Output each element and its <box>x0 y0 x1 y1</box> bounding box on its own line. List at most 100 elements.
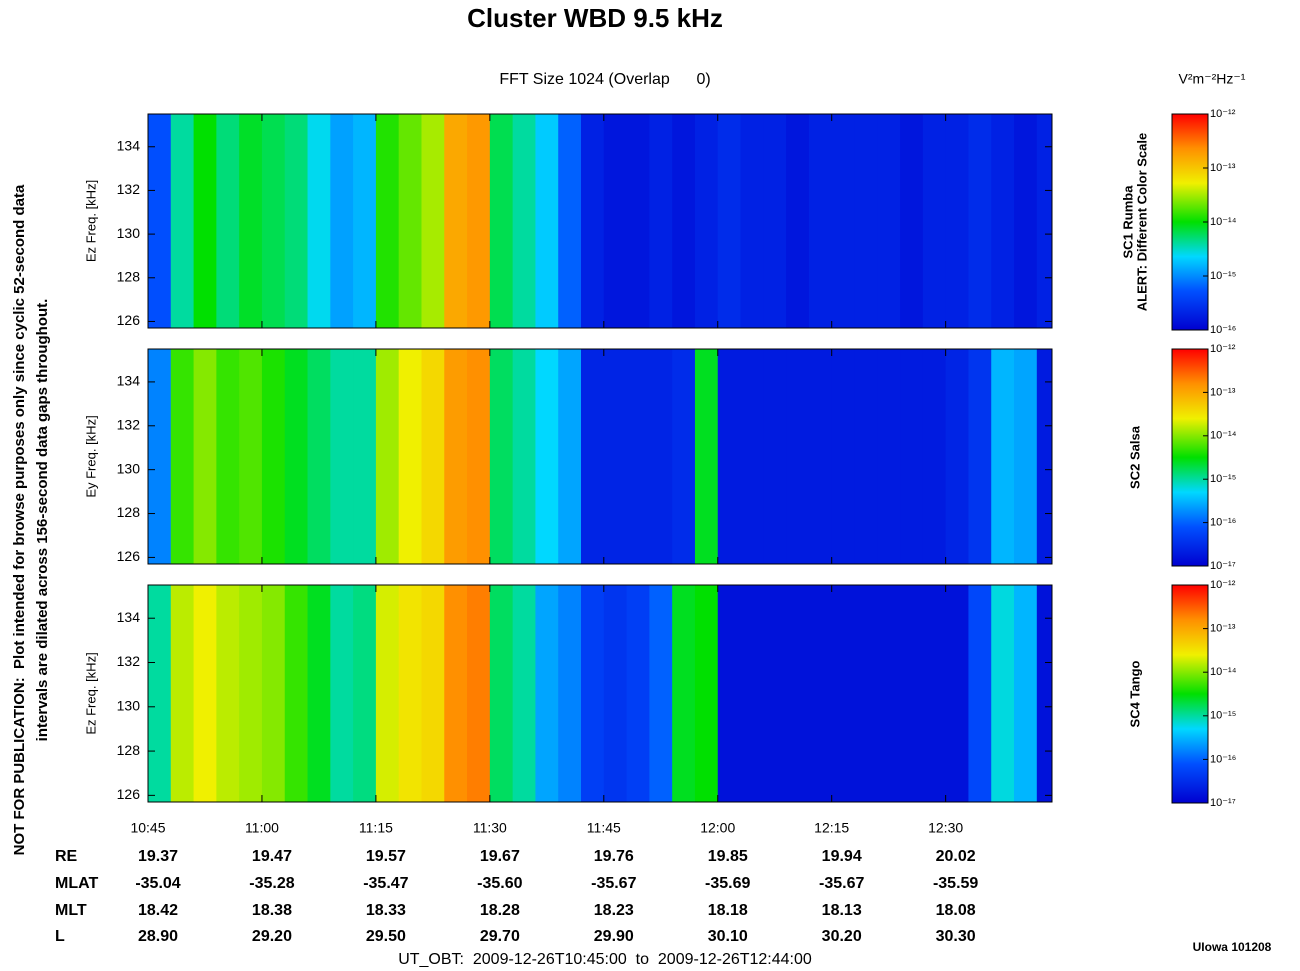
heatmap-cell <box>808 114 833 328</box>
heatmap-cell <box>239 585 263 802</box>
y-tick-label: 130 <box>117 697 141 713</box>
plot-frame <box>147 584 1053 803</box>
heatmap-cell <box>694 114 719 328</box>
y-tick-label: 128 <box>117 742 141 758</box>
colorbar-tick-label: 10⁻¹⁵ <box>1210 710 1236 722</box>
y-tick-label: 132 <box>117 416 141 432</box>
heatmap-cell <box>877 585 901 802</box>
heatmap-cell <box>261 349 286 564</box>
heatmap-cell <box>193 585 217 802</box>
heatmap-cell <box>763 349 787 564</box>
heatmap-cell <box>763 585 787 802</box>
heatmap-cell <box>261 114 286 328</box>
heatmap-cell <box>535 114 559 328</box>
y-tick-label: 134 <box>117 137 141 153</box>
heatmap-cell <box>216 585 240 802</box>
colorbar-tick-label: 10⁻¹³ <box>1210 623 1236 635</box>
heatmap-cell <box>216 349 240 564</box>
heatmap-cell <box>170 114 195 328</box>
heatmap-cell <box>649 114 673 328</box>
ephemeris-value: 18.33 <box>366 902 406 919</box>
y-tick-label: 130 <box>117 460 141 476</box>
colorbar-tick-label: 10⁻¹² <box>1210 579 1236 591</box>
heatmap-cell <box>626 349 650 564</box>
heatmap-cell <box>216 114 240 328</box>
heatmap-cell <box>603 114 628 328</box>
heatmap-cell <box>900 349 924 564</box>
time-range: UT_OBT: 2009-12-26T10:45:00 to 2009-12-2… <box>398 951 812 968</box>
heatmap-cell <box>740 585 764 802</box>
heatmap-cell <box>489 585 514 802</box>
ephemeris-value: 29.50 <box>366 928 406 945</box>
side-note: NOT FOR PUBLICATION: Plot intended for b… <box>11 184 28 855</box>
x-tick-label: 12:15 <box>814 820 849 836</box>
heatmap-cell <box>922 349 947 564</box>
heatmap-cell <box>854 585 878 802</box>
heatmap-cell <box>626 114 650 328</box>
heatmap-cell <box>831 349 855 564</box>
heatmap-cell <box>239 349 263 564</box>
heatmap-cell <box>945 585 969 802</box>
heatmap-cell <box>421 585 445 802</box>
y-tick-label: 128 <box>117 504 141 520</box>
heatmap-cell <box>922 114 947 328</box>
x-tick-label: 12:00 <box>700 820 735 836</box>
heatmap-cell <box>421 114 445 328</box>
heatmap-cell <box>831 585 855 802</box>
ephemeris-value: 29.70 <box>480 928 520 945</box>
heatmap-cell <box>786 114 810 328</box>
x-tick-label: 11:45 <box>587 820 621 836</box>
heatmap-cell <box>694 585 719 802</box>
heatmap-cell <box>375 114 400 328</box>
y-tick-label: 134 <box>117 373 141 389</box>
y-axis-label: Ey Freq. [kHz] <box>83 415 98 497</box>
y-tick-label: 132 <box>117 653 141 669</box>
heatmap-cell <box>900 114 924 328</box>
heatmap-cell <box>261 585 286 802</box>
heatmap-cell <box>808 349 833 564</box>
heatmap-cell <box>808 585 833 802</box>
colorbar-unit: V²m⁻²Hz⁻¹ <box>1179 71 1246 87</box>
panel-label: SC4 Tango <box>1127 660 1142 727</box>
heatmap-cell <box>512 349 536 564</box>
ephemeris-value: -35.28 <box>249 875 294 892</box>
heatmap-cell <box>1014 114 1038 328</box>
heatmap-cell <box>307 114 331 328</box>
ephemeris-value: 19.85 <box>708 848 748 865</box>
heatmap-cell <box>375 349 400 564</box>
panel-label: SC2 Salsa <box>1127 425 1142 489</box>
heatmap-cell <box>968 349 992 564</box>
heatmap-cell <box>717 585 742 802</box>
heatmap-cell <box>307 585 331 802</box>
heatmap-cell <box>558 114 582 328</box>
heatmap-cell <box>581 349 605 564</box>
colorbar-tick-label: 10⁻¹⁶ <box>1210 517 1236 529</box>
colorbar-tick-label: 10⁻¹² <box>1210 108 1236 120</box>
heatmap-cell <box>694 349 719 564</box>
heatmap-cell <box>535 349 559 564</box>
heatmap-cell <box>148 585 172 802</box>
ephemeris-label: MLAT <box>55 875 98 892</box>
heatmap-cell <box>740 349 764 564</box>
heatmap-cell <box>991 114 1015 328</box>
heatmap-cell <box>284 585 309 802</box>
heatmap-cell <box>398 114 422 328</box>
ephemeris-value: 19.37 <box>138 848 178 865</box>
heatmap-cell <box>148 349 172 564</box>
y-tick-label: 126 <box>117 312 141 328</box>
heatmap-cell <box>1036 114 1053 328</box>
heatmap-cell <box>1014 349 1038 564</box>
heatmap-cell <box>330 114 354 328</box>
heatmap-cell <box>1036 349 1053 564</box>
heatmap-cell <box>330 585 354 802</box>
ephemeris-value: 18.13 <box>822 902 862 919</box>
heatmap-cell <box>945 349 969 564</box>
ephemeris-value: 20.02 <box>936 848 976 865</box>
heatmap-cell <box>672 114 696 328</box>
ephemeris-value: 30.30 <box>936 928 976 945</box>
heatmap-cell <box>353 349 377 564</box>
plot-frame <box>147 113 1053 329</box>
heatmap-cell <box>284 349 309 564</box>
y-axis-label: Ez Freq. [kHz] <box>83 180 98 262</box>
